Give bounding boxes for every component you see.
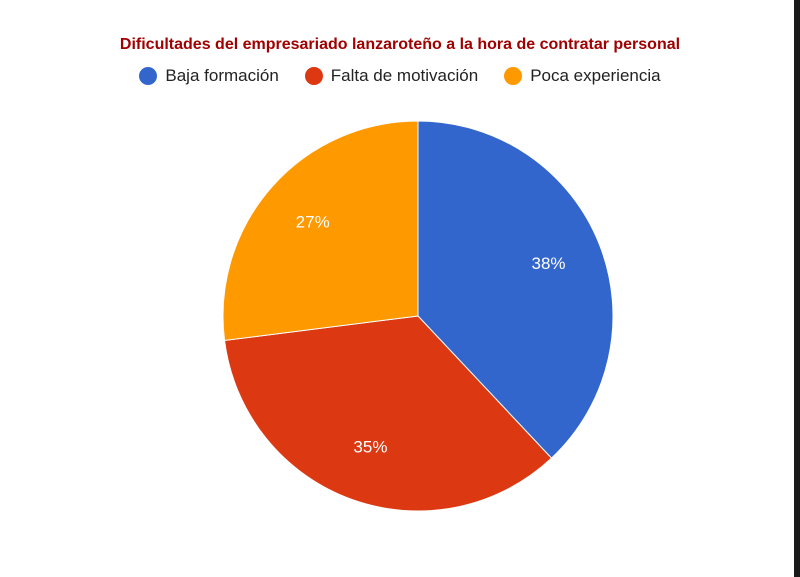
legend-marker-falta-de-motivacion bbox=[304, 67, 323, 85]
slice-label-baja-formacion: 38% bbox=[532, 254, 566, 273]
slice-label-poca-experiencia: 27% bbox=[296, 213, 330, 232]
legend: Baja formación Falta de motivación Poca … bbox=[0, 66, 800, 86]
legend-marker-baja-formacion bbox=[139, 67, 158, 85]
legend-label-poca-experiencia: Poca experiencia bbox=[530, 66, 661, 85]
pie-slice-falta-de-motivacion[interactable] bbox=[223, 315, 553, 512]
legend-item-falta-de-motivacion[interactable]: Falta de motivación bbox=[304, 66, 479, 86]
legend-label-baja-formacion: Baja formación bbox=[165, 66, 279, 85]
pie-slice-poca-experiencia[interactable] bbox=[222, 120, 419, 341]
slice-label-falta-de-motivacion: 35% bbox=[353, 438, 387, 457]
chart-title: Dificultades del empresariado lanzaroteñ… bbox=[119, 36, 681, 53]
pie-slice-baja-formacion[interactable] bbox=[417, 120, 614, 459]
legend-item-baja-formacion[interactable]: Baja formación bbox=[139, 66, 279, 86]
legend-marker-poca-experiencia bbox=[504, 67, 523, 85]
legend-label-falta-de-motivacion: Falta de motivación bbox=[330, 66, 479, 85]
legend-item-poca-experiencia[interactable]: Poca experiencia bbox=[504, 66, 661, 86]
